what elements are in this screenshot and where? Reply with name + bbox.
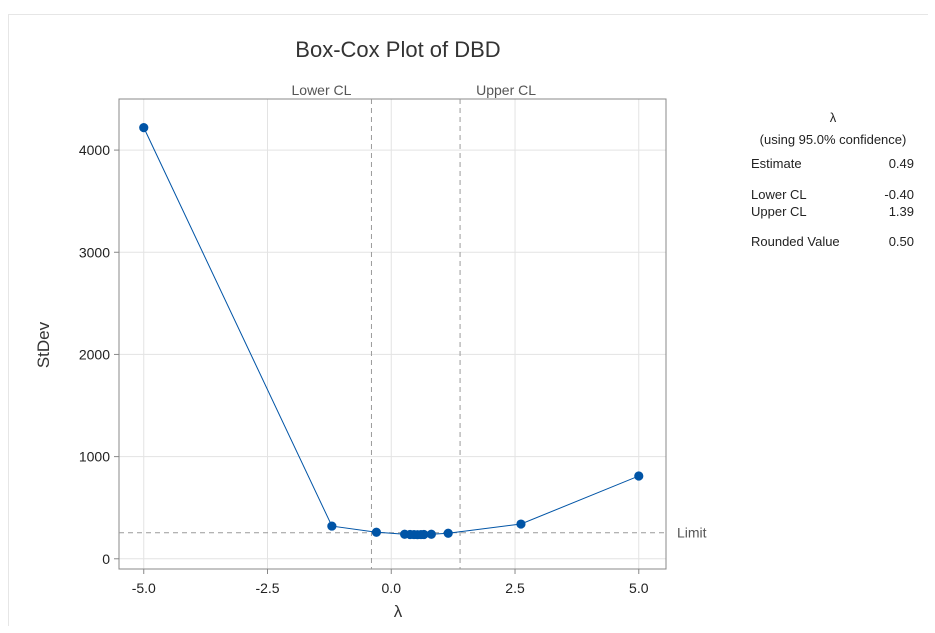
data-point [371,527,382,537]
box-cox-chart: Box-Cox Plot of DBD -5.0 -2.5 0.0 2.5 5.0 0 1… [34,37,914,621]
data-point [419,529,429,540]
y-tick-label: 3000 [79,244,110,260]
upper-cl-label: Upper CL [476,82,536,98]
stat-label-upper-cl: Upper CL [751,204,807,219]
stats-header: λ [830,110,837,125]
reference-lines [119,99,666,569]
lambda-stats-panel: λ (using 95.0% confidence) Estimate 0.49… [751,110,914,249]
stat-label-estimate: Estimate [751,156,802,171]
stat-value-lower-cl: -0.40 [884,187,914,202]
stat-label-rounded-value: Rounded Value [751,234,840,249]
y-axis-label: StDev [34,321,53,368]
y-tick-label: 2000 [79,346,110,362]
x-tick-label: 2.5 [505,580,525,596]
data-point [426,529,436,539]
x-tick-label: 0.0 [382,580,402,596]
x-tick-label: -5.0 [132,580,156,596]
y-axis-ticks: 0 1000 2000 3000 4000 [79,142,119,567]
y-tick-label: 0 [102,551,110,567]
limit-label: Limit [677,525,707,541]
x-axis-label: λ [394,602,403,621]
data-point [327,521,337,531]
x-axis-ticks: -5.0 -2.5 0.0 2.5 5.0 [132,569,649,596]
stats-subheader: (using 95.0% confidence) [760,132,907,147]
x-tick-label: 5.0 [629,580,649,596]
data-series [139,123,644,540]
data-point [139,123,149,133]
y-tick-label: 1000 [79,449,110,465]
stat-label-lower-cl: Lower CL [751,187,807,202]
x-tick-label: -2.5 [255,580,279,596]
data-point [634,471,644,481]
data-point [443,528,453,538]
chart-title: Box-Cox Plot of DBD [295,37,500,62]
data-point [516,519,526,529]
grid-lines [119,99,666,569]
chart-frame: Box-Cox Plot of DBD -5.0 -2.5 0.0 2.5 5.0 0 1… [8,14,928,626]
stat-value-estimate: 0.49 [889,156,914,171]
plot-area [118,98,667,570]
stat-value-rounded-value: 0.50 [889,234,914,249]
lower-cl-label: Lower CL [292,82,352,98]
stat-value-upper-cl: 1.39 [889,204,914,219]
y-tick-label: 4000 [79,142,110,158]
